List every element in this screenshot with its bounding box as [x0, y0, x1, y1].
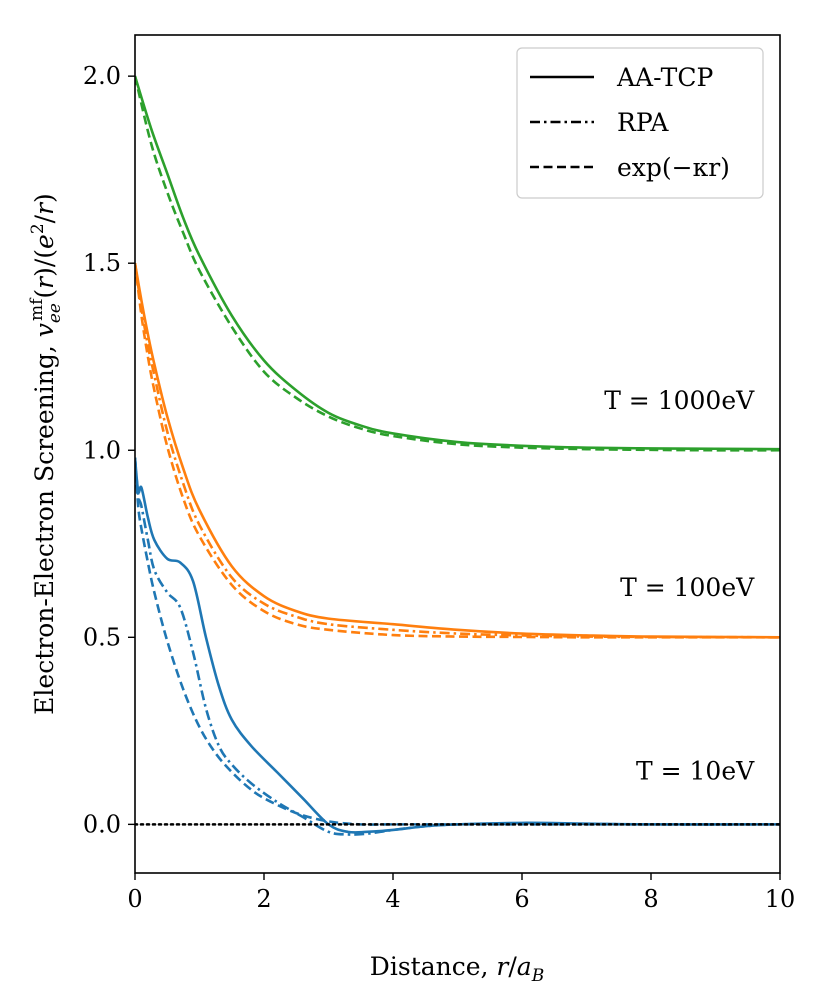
- x-tick-label: 2: [256, 885, 271, 913]
- x-tick-label: 10: [765, 885, 796, 913]
- y-axis-label: Electron-Electron Screening, veemf(r)/(e…: [27, 193, 65, 715]
- series-line-0-solid: [135, 75, 780, 451]
- legend-label: exp(−κr): [617, 153, 730, 182]
- x-tick-label: 6: [514, 885, 529, 913]
- legend: AA-TCP RPA exp(−κr): [516, 47, 764, 199]
- series-line-1-dashed: [135, 75, 780, 452]
- plot-frame: [134, 34, 781, 874]
- y-tick-label: 1.0: [83, 436, 121, 464]
- y-tick-label: 1.5: [83, 249, 121, 277]
- x-tick-label: 8: [643, 885, 658, 913]
- legend-label: RPA: [617, 108, 669, 137]
- series-layer: [135, 75, 780, 836]
- y-tick-label: 2.0: [83, 62, 121, 90]
- ticks-layer: 0 2 4 6 8 10 0.0 0.5 1.0 1.5 2.0: [83, 62, 795, 913]
- y-tick-label: 0.5: [83, 623, 121, 651]
- x-tick-label: 0: [127, 885, 142, 913]
- temperature-annotation: T = 1000eV: [604, 386, 755, 415]
- annotations: T = 1000eV T = 100eV T = 10eV: [604, 386, 755, 785]
- x-tick-label: 4: [385, 885, 400, 913]
- series-line-4-dashed: [135, 263, 780, 639]
- temperature-annotation: T = 100eV: [620, 573, 755, 602]
- x-axis-label: Distance, r/aB: [370, 952, 544, 986]
- series-line-7-dashed: [135, 457, 780, 826]
- legend-label: AA-TCP: [616, 63, 713, 92]
- temperature-annotation: T = 10eV: [636, 756, 755, 785]
- y-tick-label: 0.0: [83, 810, 121, 838]
- legend-box: [516, 47, 764, 199]
